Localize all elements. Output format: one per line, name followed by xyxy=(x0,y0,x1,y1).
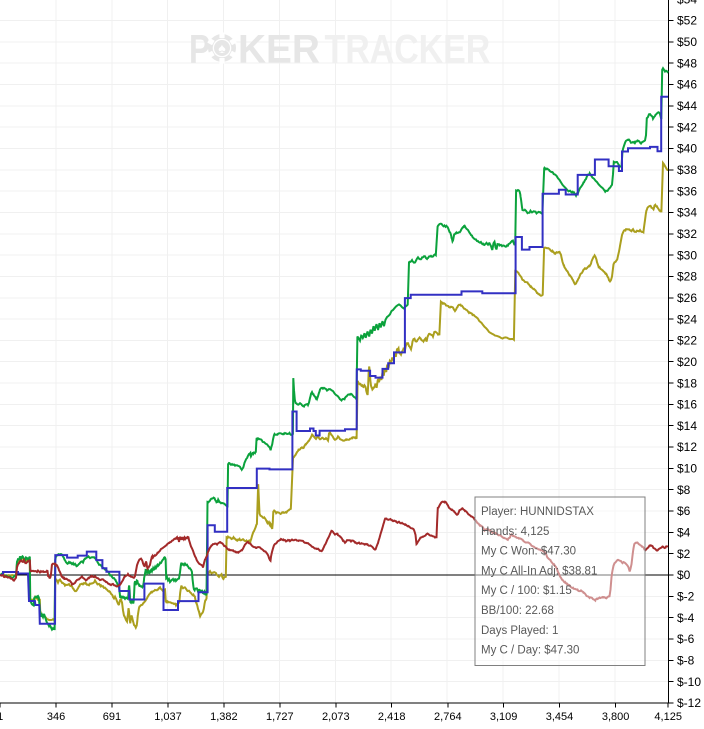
svg-text:$42: $42 xyxy=(677,120,697,134)
svg-text:$18: $18 xyxy=(677,376,697,390)
svg-text:346: 346 xyxy=(47,711,65,723)
svg-text:Days Played: 1: Days Played: 1 xyxy=(481,625,558,637)
svg-text:3,800: 3,800 xyxy=(602,711,630,723)
svg-text:$26: $26 xyxy=(677,291,697,305)
svg-text:$38: $38 xyxy=(677,163,697,177)
svg-text:$34: $34 xyxy=(677,206,697,220)
svg-text:$-2: $-2 xyxy=(677,590,695,604)
svg-text:$16: $16 xyxy=(677,398,697,412)
svg-text:P: P xyxy=(189,26,210,71)
svg-text:$6: $6 xyxy=(677,504,691,518)
svg-text:2,418: 2,418 xyxy=(378,711,406,723)
svg-text:$4: $4 xyxy=(677,526,691,540)
svg-text:$32: $32 xyxy=(677,227,697,241)
svg-text:$2: $2 xyxy=(677,547,691,561)
svg-text:1,727: 1,727 xyxy=(266,711,294,723)
svg-text:My C All-In Adj: $38.81: My C All-In Adj: $38.81 xyxy=(481,565,597,577)
svg-text:$28: $28 xyxy=(677,270,697,284)
svg-text:$40: $40 xyxy=(677,142,697,156)
svg-text:Hands: 4,125: Hands: 4,125 xyxy=(481,526,549,538)
svg-text:$-12: $-12 xyxy=(677,696,701,710)
svg-text:$30: $30 xyxy=(677,248,697,262)
svg-text:$-10: $-10 xyxy=(677,675,701,689)
svg-text:My C / Day: $47.30: My C / Day: $47.30 xyxy=(481,645,579,657)
svg-text:$20: $20 xyxy=(677,355,697,369)
svg-text:♠: ♠ xyxy=(218,40,226,56)
svg-text:$36: $36 xyxy=(677,184,697,198)
svg-text:$50: $50 xyxy=(677,35,697,49)
svg-text:1: 1 xyxy=(0,711,3,723)
svg-text:$48: $48 xyxy=(677,56,697,70)
svg-text:$52: $52 xyxy=(677,14,697,28)
svg-text:KER: KER xyxy=(238,27,320,72)
svg-text:Player: HUNNIDSTAX: Player: HUNNIDSTAX xyxy=(481,506,594,518)
svg-text:4,125: 4,125 xyxy=(654,711,682,723)
svg-text:TRACKER: TRACKER xyxy=(325,26,491,71)
svg-text:691: 691 xyxy=(103,711,121,723)
svg-text:$0: $0 xyxy=(677,568,691,582)
svg-text:3,109: 3,109 xyxy=(490,711,518,723)
svg-text:$-6: $-6 xyxy=(677,632,695,646)
svg-text:$46: $46 xyxy=(677,78,697,92)
svg-text:$54: $54 xyxy=(677,0,697,6)
svg-text:$-4: $-4 xyxy=(677,611,695,625)
svg-text:1,037: 1,037 xyxy=(154,711,182,723)
svg-text:$12: $12 xyxy=(677,440,697,454)
svg-text:$44: $44 xyxy=(677,99,697,113)
svg-text:2,764: 2,764 xyxy=(434,711,462,723)
svg-text:$10: $10 xyxy=(677,462,697,476)
svg-text:$24: $24 xyxy=(677,312,697,326)
svg-text:$-8: $-8 xyxy=(677,654,695,668)
svg-text:My C Won: $47.30: My C Won: $47.30 xyxy=(481,546,576,558)
svg-text:$14: $14 xyxy=(677,419,697,433)
svg-text:$8: $8 xyxy=(677,483,691,497)
svg-text:$22: $22 xyxy=(677,334,697,348)
svg-text:My C / 100: $1.15: My C / 100: $1.15 xyxy=(481,585,572,597)
svg-text:1,382: 1,382 xyxy=(210,711,238,723)
svg-text:BB/100: 22.68: BB/100: 22.68 xyxy=(481,605,554,617)
svg-text:3,454: 3,454 xyxy=(546,711,574,723)
svg-text:2,073: 2,073 xyxy=(322,711,350,723)
